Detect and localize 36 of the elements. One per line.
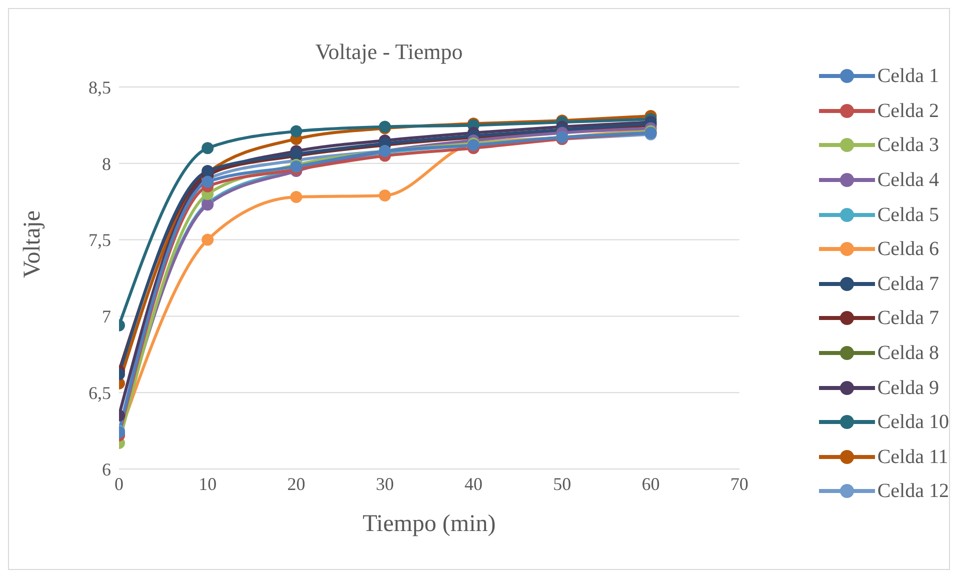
point <box>290 125 302 138</box>
y-tick-label: 8 <box>102 154 111 174</box>
x-tick-label: 70 <box>730 474 748 494</box>
point <box>290 191 302 204</box>
legend-label: Celda 11 <box>877 444 948 470</box>
legend-label: Celda 7 <box>877 306 939 332</box>
legend-label: Celda 12 <box>877 479 949 504</box>
point <box>202 142 214 154</box>
point <box>202 234 214 246</box>
legend-label: Celda 5 <box>877 202 939 228</box>
x-tick-label: 20 <box>287 474 306 494</box>
y-tick-label: 7 <box>102 306 111 327</box>
y-tick-label: 6,5 <box>88 382 111 403</box>
legend-label: Celda 7 <box>877 272 939 297</box>
x-tick-label: 10 <box>198 474 217 494</box>
y-tick-label: 7,5 <box>88 230 111 250</box>
y-axis-title: Voltaje <box>20 210 46 278</box>
x-tick-label: 0 <box>114 474 124 494</box>
legend-label: Celda 1 <box>877 64 939 90</box>
x-axis-title: Tiempo (min) <box>362 511 496 537</box>
point <box>202 176 214 188</box>
legend-label: Celda 6 <box>877 237 939 262</box>
legend-label: Celda 4 <box>877 168 939 194</box>
legend-label: Celda 8 <box>877 341 939 366</box>
x-tick-label: 50 <box>553 474 572 494</box>
legend-label: Celda 3 <box>877 133 939 158</box>
chart-title: Voltaje - Tiempo <box>314 39 464 65</box>
point <box>378 189 391 202</box>
y-tick-label: 6 <box>102 459 111 480</box>
legend-label: Celda 9 <box>877 376 939 401</box>
legend-label: Celda 10 <box>877 410 949 436</box>
x-tick-label: 60 <box>642 474 660 494</box>
legend-label: Celda 2 <box>877 98 939 124</box>
x-tick-label: 40 <box>464 474 482 494</box>
x-tick-label: 30 <box>376 474 394 494</box>
y-tick-label: 8,5 <box>88 77 111 98</box>
